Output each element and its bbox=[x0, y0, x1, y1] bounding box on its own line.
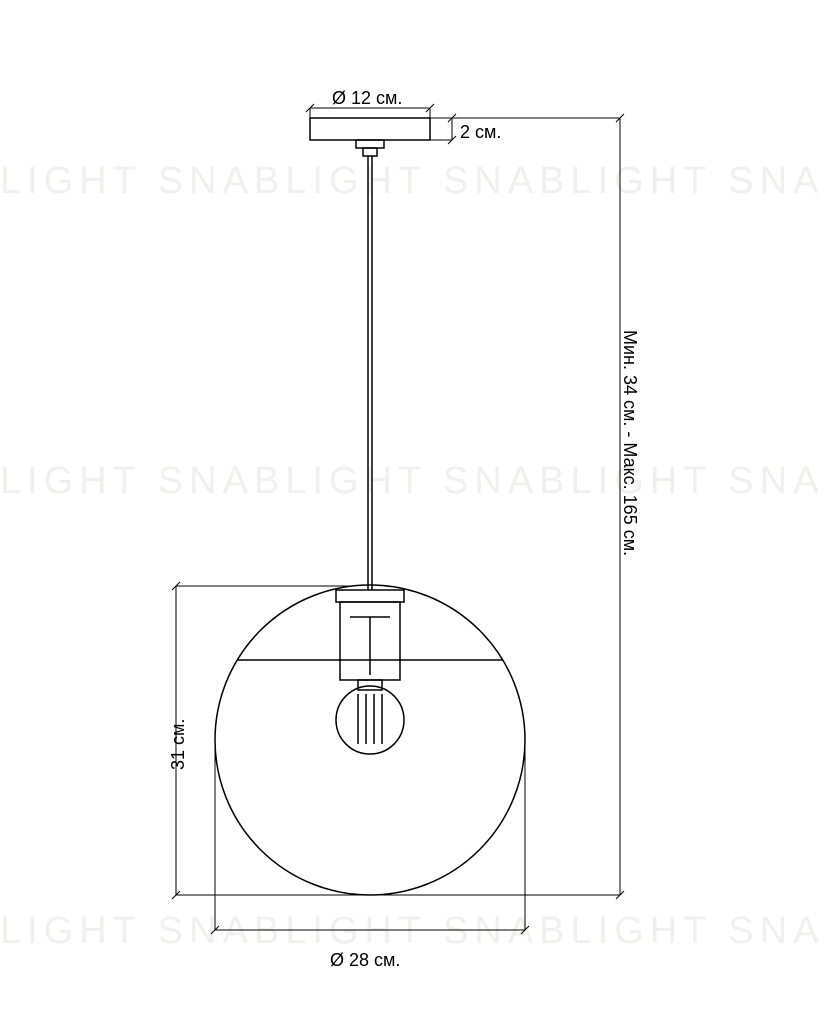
dim-globe-diameter: Ø 28 см. bbox=[330, 950, 400, 971]
pendant-lamp-drawing bbox=[0, 0, 819, 1024]
dim-globe-height: 31 см. bbox=[168, 719, 189, 770]
dim-overall-height: Мин. 34 см. - Макс. 165 см. bbox=[619, 330, 640, 556]
diagram-stage: LIGHT SNAB LIGHT SNAB LIGHT SNAB LIGHT S… bbox=[0, 0, 819, 1024]
dim-canopy-height: 2 см. bbox=[460, 122, 501, 143]
dim-canopy-diameter: Ø 12 см. bbox=[332, 88, 402, 109]
